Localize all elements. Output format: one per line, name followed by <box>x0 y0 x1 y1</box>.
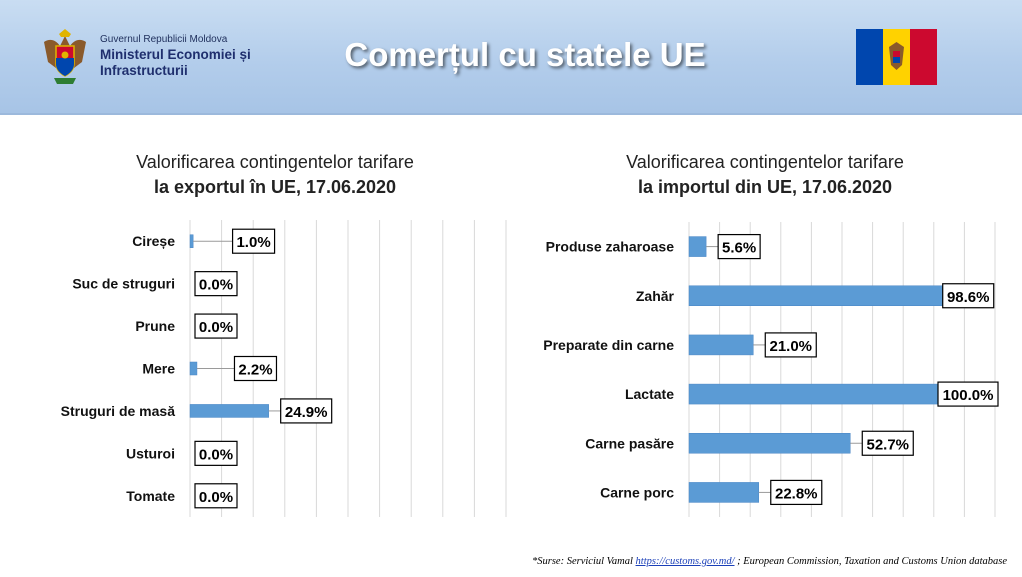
ministry-name: Ministerul Economiei și Infrastructurii <box>100 47 251 78</box>
import-data-label-box <box>861 430 914 456</box>
import-data-label: 21.0% <box>769 338 812 355</box>
import-data-label-box <box>764 332 817 358</box>
import-category-label: Zahăr <box>636 288 675 304</box>
export-category-label: Struguri de masă <box>61 403 176 419</box>
import-data-label-box <box>937 381 999 407</box>
source-note: *Surse: Serviciul Vamal https://customs.… <box>532 556 1008 567</box>
ministry-logo: Guvernul Republicii Moldova Ministerul E… <box>40 28 300 88</box>
export-category-label: Prune <box>135 318 175 334</box>
export-bar <box>189 234 194 248</box>
government-label: Guvernul Republicii Moldova <box>100 34 228 45</box>
export-data-label-box <box>194 271 238 297</box>
export-data-label-box <box>231 228 276 254</box>
import-chart-title: Valorificarea contingentelor tarifare la… <box>626 152 904 197</box>
export-category-label: Cireșe <box>132 233 175 249</box>
import-bar <box>688 482 760 503</box>
import-data-label-box <box>717 233 761 260</box>
import-bar <box>688 236 707 257</box>
import-category-label: Carne pasăre <box>585 435 674 451</box>
export-data-label-box <box>280 398 333 424</box>
import-data-label: 5.6% <box>722 240 756 257</box>
export-data-label: 24.9% <box>285 404 328 421</box>
header-banner: Guvernul Republicii Moldova Ministerul E… <box>0 0 1022 115</box>
moldova-flag-icon <box>856 29 937 85</box>
import-data-label: 98.6% <box>947 289 990 306</box>
export-data-label-box <box>194 440 238 466</box>
export-data-label-box <box>194 313 238 339</box>
export-category-label: Mere <box>142 361 175 377</box>
import-data-label-box <box>942 283 995 309</box>
import-data-label-box <box>770 479 823 506</box>
import-data-label: 22.8% <box>775 485 818 502</box>
import-data-label: 52.7% <box>866 436 909 453</box>
export-category-label: Tomate <box>126 488 175 504</box>
import-category-label: Carne porc <box>600 484 674 500</box>
import-bar <box>688 334 754 356</box>
export-data-label: 1.0% <box>236 234 270 251</box>
import-category-label: Lactate <box>625 386 674 402</box>
export-data-label: 0.0% <box>199 446 233 463</box>
customs-link[interactable]: https://customs.gov.md/ <box>635 556 735 567</box>
export-bar <box>189 361 198 376</box>
export-bar <box>189 404 269 418</box>
export-data-label: 2.2% <box>238 362 272 379</box>
export-data-label-box <box>233 355 278 382</box>
export-data-label: 0.0% <box>199 489 233 506</box>
import-category-label: Preparate din carne <box>543 337 674 353</box>
export-chart-title: Valorificarea contingentelor tarifare la… <box>136 152 414 197</box>
import-data-label: 100.0% <box>943 387 994 404</box>
export-category-label: Usturoi <box>126 445 175 461</box>
import-bar <box>688 433 851 454</box>
page-title: Comerțul cu statele UE <box>344 36 706 73</box>
export-data-label: 0.0% <box>199 319 233 336</box>
moldova-coat-of-arms-icon <box>44 29 86 84</box>
export-data-label-box <box>194 483 238 509</box>
export-category-label: Suc de struguri <box>72 276 175 292</box>
import-category-label: Produse zaharoase <box>546 239 675 255</box>
export-data-label: 0.0% <box>199 277 233 294</box>
